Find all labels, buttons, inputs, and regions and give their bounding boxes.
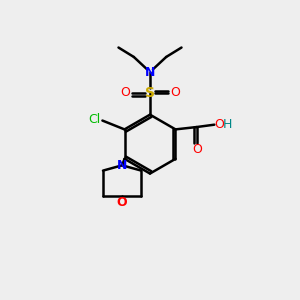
Text: H: H bbox=[223, 118, 232, 130]
Text: Cl: Cl bbox=[88, 113, 100, 127]
Text: O: O bbox=[192, 143, 202, 156]
Text: O: O bbox=[117, 196, 128, 208]
Text: N: N bbox=[117, 159, 127, 172]
Text: O: O bbox=[215, 118, 225, 130]
Text: O: O bbox=[120, 86, 130, 99]
Text: S: S bbox=[145, 86, 155, 100]
Text: N: N bbox=[145, 66, 155, 79]
Text: O: O bbox=[170, 86, 180, 99]
